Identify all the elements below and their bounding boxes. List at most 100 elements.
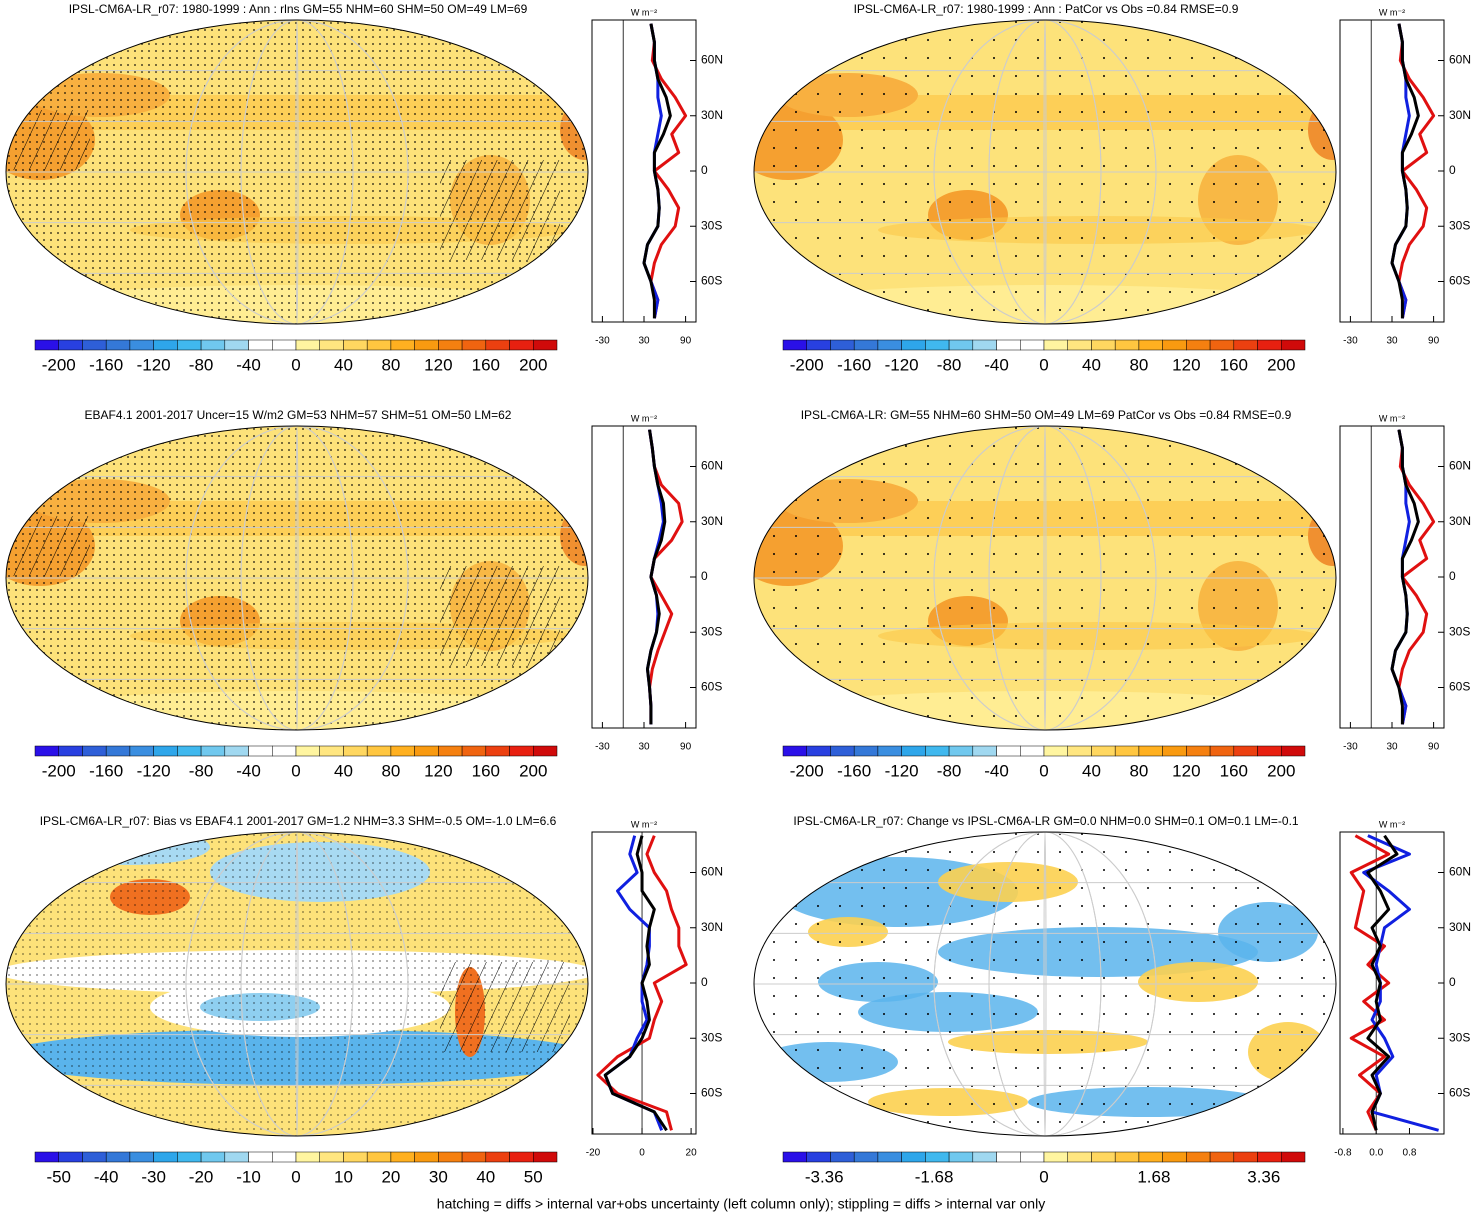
colorbar-box: [58, 1151, 83, 1163]
y-tick-label: 60S: [1449, 274, 1470, 288]
colorbar-label: 40: [334, 761, 353, 780]
colorbar-label: -160: [837, 761, 871, 780]
colorbar-label: -80: [189, 761, 214, 780]
colorbar-box: [1281, 745, 1306, 757]
colorbar-box: [485, 339, 510, 351]
colorbar-box: [948, 745, 974, 757]
colorbar-box: [533, 339, 558, 351]
profile-frame: [591, 425, 697, 729]
x-tick-label: 30: [1386, 742, 1398, 753]
colorbar-box: [438, 339, 463, 351]
colorbar-box: [319, 745, 344, 757]
colorbar-label: 200: [519, 355, 547, 374]
colorbar-box: [319, 339, 344, 351]
colorbar-box: [853, 745, 879, 757]
colorbar-box: [366, 1151, 392, 1163]
colorbar-label: -200: [42, 761, 76, 780]
colorbar-box: [177, 745, 202, 757]
colorbar-label: 20: [381, 1167, 400, 1186]
x-tick-label: 30: [1386, 336, 1398, 347]
y-tick-label: 30S: [701, 624, 722, 638]
colorbar-label: 200: [1267, 761, 1295, 780]
panel-title: IPSL-CM6A-LR_r07: 1980-1999 : Ann : PatC…: [854, 2, 1239, 16]
profile-frame: [591, 19, 697, 323]
graticule: [185, 20, 409, 324]
colorbar-label: 80: [381, 355, 400, 374]
colorbar-box: [1186, 1151, 1211, 1163]
y-tick-label: 30S: [701, 218, 722, 232]
colorbar-box: [224, 745, 249, 757]
y-tick-label: 0: [701, 163, 708, 177]
colorbar-box: [1257, 339, 1282, 351]
y-tick-label: 30N: [1449, 514, 1471, 528]
colorbar-box: [972, 339, 997, 351]
colorbar-box: [1091, 339, 1116, 351]
colorbar-box: [996, 339, 1021, 351]
colorbar-box: [153, 339, 178, 351]
colorbar-box: [129, 339, 154, 351]
map-border: [753, 425, 1337, 731]
graticule: [933, 832, 1157, 1136]
colorbar-label: -120: [137, 355, 171, 374]
panel: IPSL-CM6A-LR_r07: Change vs IPSL-CM6A-LR…: [753, 814, 1471, 1186]
colorbar-label: 0: [291, 355, 300, 374]
colorbar-label: 80: [1129, 761, 1148, 780]
colorbar-label: 10: [334, 1167, 353, 1186]
colorbar-label: 0: [1039, 355, 1048, 374]
profile-line: [1390, 23, 1420, 319]
colorbar-box: [1114, 339, 1140, 351]
x-tick-label: 90: [680, 742, 692, 753]
colorbar-box: [1257, 745, 1282, 757]
x-tick-label: 0: [639, 1148, 645, 1159]
hatching: [440, 962, 570, 1052]
colorbar-box: [877, 1151, 902, 1163]
x-axis-unit: W m⁻²: [1379, 7, 1405, 17]
colorbar-box: [461, 339, 487, 351]
x-axis-unit: W m⁻²: [631, 413, 657, 423]
colorbar-label: -30: [141, 1167, 166, 1186]
colorbar-label: 40: [1082, 355, 1101, 374]
colorbar-box: [1257, 1151, 1282, 1163]
colorbar-box: [438, 1151, 463, 1163]
colorbar-box: [272, 339, 297, 351]
colorbar-box: [319, 1151, 344, 1163]
colorbar-box: [105, 339, 131, 351]
profile-line: [1349, 834, 1391, 1131]
colorbar-label: -40: [236, 761, 261, 780]
colorbar-box: [806, 1151, 831, 1163]
panel-title: EBAF4.1 2001-2017 Uncer=15 W/m2 GM=53 NH…: [85, 408, 512, 422]
colorbar-box: [972, 745, 997, 757]
graticule: [933, 426, 1157, 730]
colorbar-box: [343, 1151, 368, 1163]
colorbar-label: 80: [1129, 355, 1148, 374]
colorbar-label: -20: [189, 1167, 214, 1186]
colorbar-box: [1020, 745, 1045, 757]
x-axis-unit: W m⁻²: [1379, 819, 1405, 829]
colorbar-box: [509, 339, 534, 351]
colorbar-box: [200, 339, 226, 351]
map-border: [753, 19, 1337, 325]
colorbar-box: [1138, 1151, 1163, 1163]
y-tick-label: 30N: [1449, 108, 1471, 122]
stippling: [754, 832, 1336, 1136]
y-tick-label: 60S: [701, 1086, 722, 1100]
colorbar-box: [295, 1151, 320, 1163]
colorbar-box: [1162, 339, 1187, 351]
colorbar-box: [901, 339, 926, 351]
colorbar-label: 160: [1220, 355, 1248, 374]
profile-frame: [1339, 19, 1445, 323]
hatching: [6, 110, 90, 170]
colorbar-box: [461, 1151, 487, 1163]
x-tick-label: 90: [680, 336, 692, 347]
y-tick-label: 30S: [1449, 218, 1470, 232]
colorbar-box: [1209, 745, 1235, 757]
colorbar-box: [414, 339, 439, 351]
map-border: [5, 19, 589, 325]
map-border: [5, 425, 589, 731]
colorbar-box: [1233, 745, 1258, 757]
colorbar-box: [1091, 745, 1116, 757]
panel-title: IPSL-CM6A-LR_r07: Change vs IPSL-CM6A-LR…: [793, 814, 1299, 828]
graticule: [295, 426, 299, 730]
profile-line: [642, 23, 672, 319]
x-tick-label: 0.8: [1403, 1148, 1417, 1159]
